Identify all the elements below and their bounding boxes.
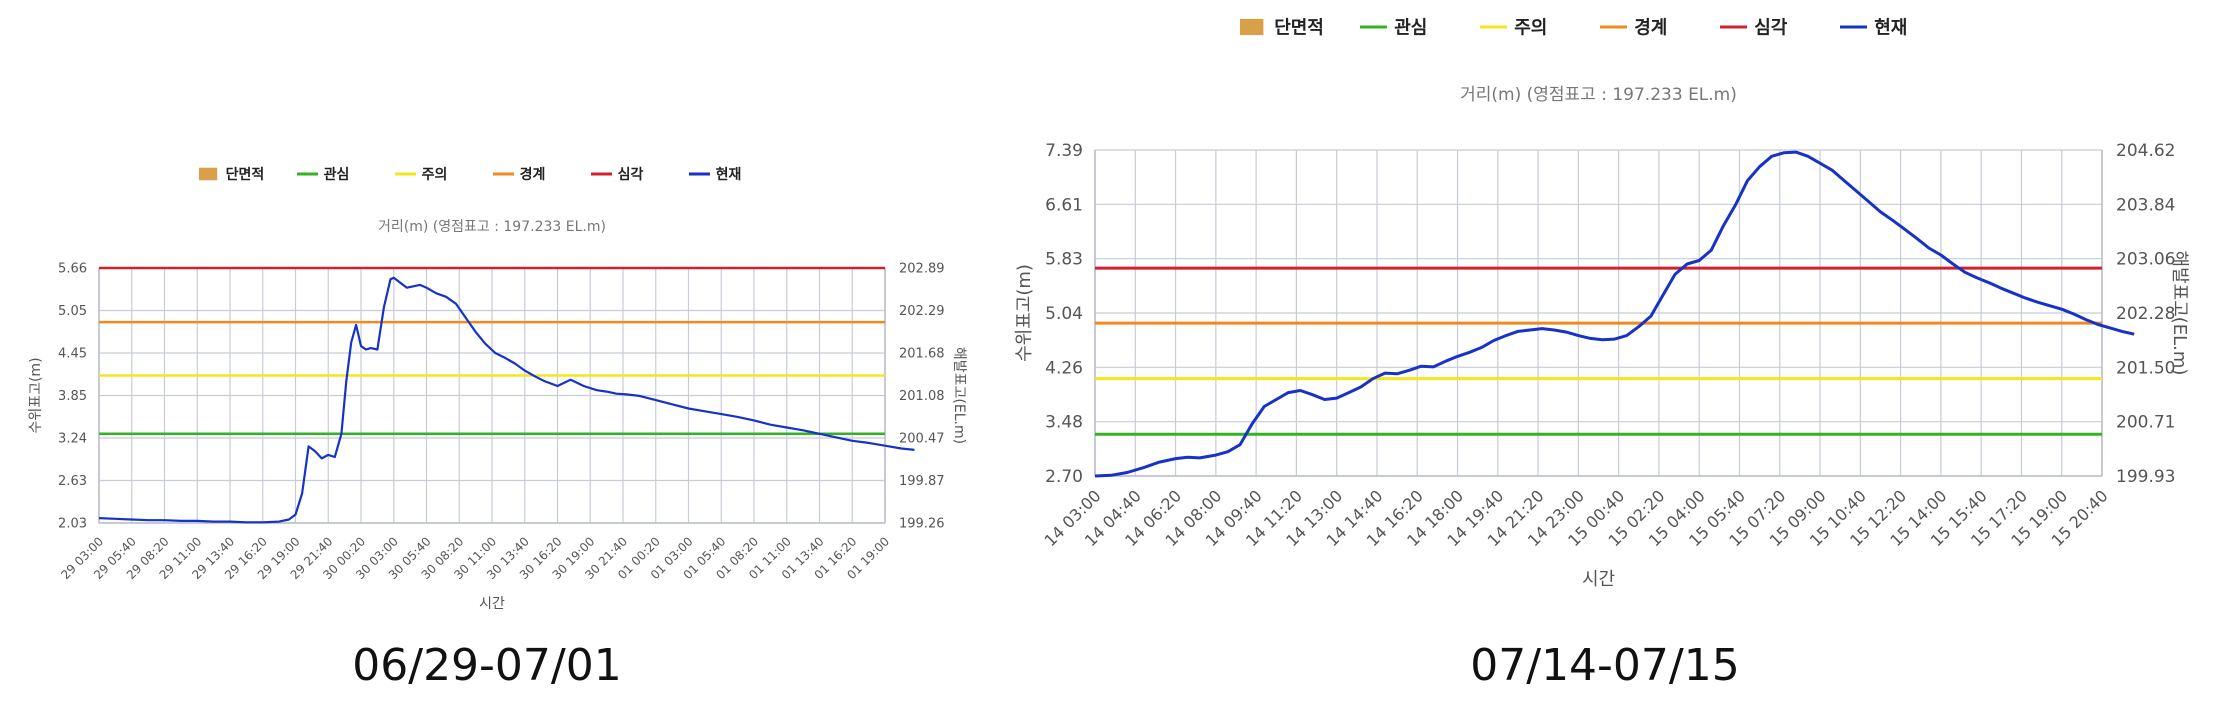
x-axis-label: 시간: [1582, 569, 1615, 590]
y-tick-left-3: 5.04: [1045, 304, 1083, 324]
legend-item-2: 주의: [395, 166, 447, 183]
legend-label: 주의: [1514, 17, 1547, 38]
legend-item-2: 주의: [1480, 17, 1547, 38]
y-tick-right-5: 200.71: [2116, 413, 2175, 433]
y-tick-right-2: 201.68: [899, 347, 945, 362]
y-tick-left-4: 3.24: [58, 432, 87, 447]
series-line-0: [98, 276, 915, 524]
chart-title: 거리(m) (영점표고 : 197.233 EL.m): [1460, 85, 1737, 105]
y-tick-right-3: 201.08: [899, 389, 945, 404]
y-tick-right-1: 202.29: [899, 304, 945, 319]
y-tick-left-0: 5.66: [58, 262, 87, 277]
y-tick-right-6: 199.93: [2116, 467, 2175, 487]
y-tick-left-2: 5.83: [1045, 250, 1083, 270]
legend-item-5: 현재: [1840, 17, 1907, 38]
legend-label: 경계: [1634, 17, 1667, 38]
y-tick-left-1: 6.61: [1045, 195, 1083, 215]
legend-item-1: 관심: [1360, 17, 1427, 38]
y-tick-right-3: 202.28: [2116, 304, 2175, 324]
y-tick-right-2: 203.06: [2116, 250, 2175, 270]
legend-label: 현재: [1874, 17, 1907, 38]
y-axis-label-left: 수위표고(m): [28, 357, 44, 433]
legend-item-3: 경계: [1600, 17, 1667, 38]
caption-0714-0715: 07/14-07/15: [1470, 640, 1740, 691]
y-axis-label-right: 해발표고(EL.m): [951, 347, 967, 444]
y-tick-left-4: 4.26: [1045, 358, 1083, 378]
y-tick-right-4: 200.47: [899, 432, 945, 447]
caption-0629-0701: 06/29-07/01: [352, 640, 622, 691]
legend-swatch: [1240, 18, 1264, 36]
legend-label: 경계: [520, 166, 546, 183]
legend-item-0: 단면적: [199, 166, 264, 183]
legend-label: 단면적: [1274, 17, 1324, 38]
y-tick-right-0: 202.89: [899, 262, 945, 277]
legend-label: 관심: [1394, 17, 1427, 38]
legend-label: 단면적: [226, 166, 265, 183]
legend-label: 심각: [1754, 17, 1788, 38]
chart-title: 거리(m) (영점표고 : 197.233 EL.m): [378, 219, 606, 235]
legend-item-4: 심각: [591, 166, 643, 183]
y-tick-left-6: 2.03: [58, 517, 87, 532]
y-tick-left-5: 2.63: [58, 474, 87, 489]
y-tick-left-3: 3.85: [58, 389, 87, 404]
y-axis-label-left: 수위표고(m): [1014, 264, 1035, 362]
legend-item-1: 관심: [297, 166, 349, 183]
y-tick-right-4: 201.50: [2116, 358, 2175, 378]
x-axis-label: 시간: [479, 596, 505, 612]
legend-label: 심각: [618, 166, 644, 183]
y-tick-right-5: 199.87: [899, 474, 945, 489]
y-axis-label-right: 해발표고(EL.m): [2169, 251, 2190, 376]
series-line-0: [1094, 150, 2135, 478]
y-tick-left-2: 4.45: [58, 347, 87, 362]
legend-swatch: [199, 167, 218, 181]
legend-label: 주의: [422, 166, 448, 183]
y-tick-left-6: 2.70: [1045, 467, 1083, 487]
legend-item-3: 경계: [493, 166, 545, 183]
y-tick-right-6: 199.26: [899, 517, 945, 532]
y-tick-right-0: 204.62: [2116, 141, 2175, 161]
legend-label: 관심: [324, 166, 350, 183]
legend-item-0: 단면적: [1240, 17, 1324, 38]
y-tick-right-1: 203.84: [2116, 195, 2175, 215]
legend-label: 현재: [716, 167, 742, 183]
y-tick-left-5: 3.48: [1045, 413, 1083, 433]
y-tick-left-1: 5.05: [58, 304, 87, 319]
legend-item-5: 현재: [689, 167, 741, 183]
legend-item-4: 심각: [1720, 17, 1788, 38]
y-tick-left-0: 7.39: [1045, 141, 1083, 161]
